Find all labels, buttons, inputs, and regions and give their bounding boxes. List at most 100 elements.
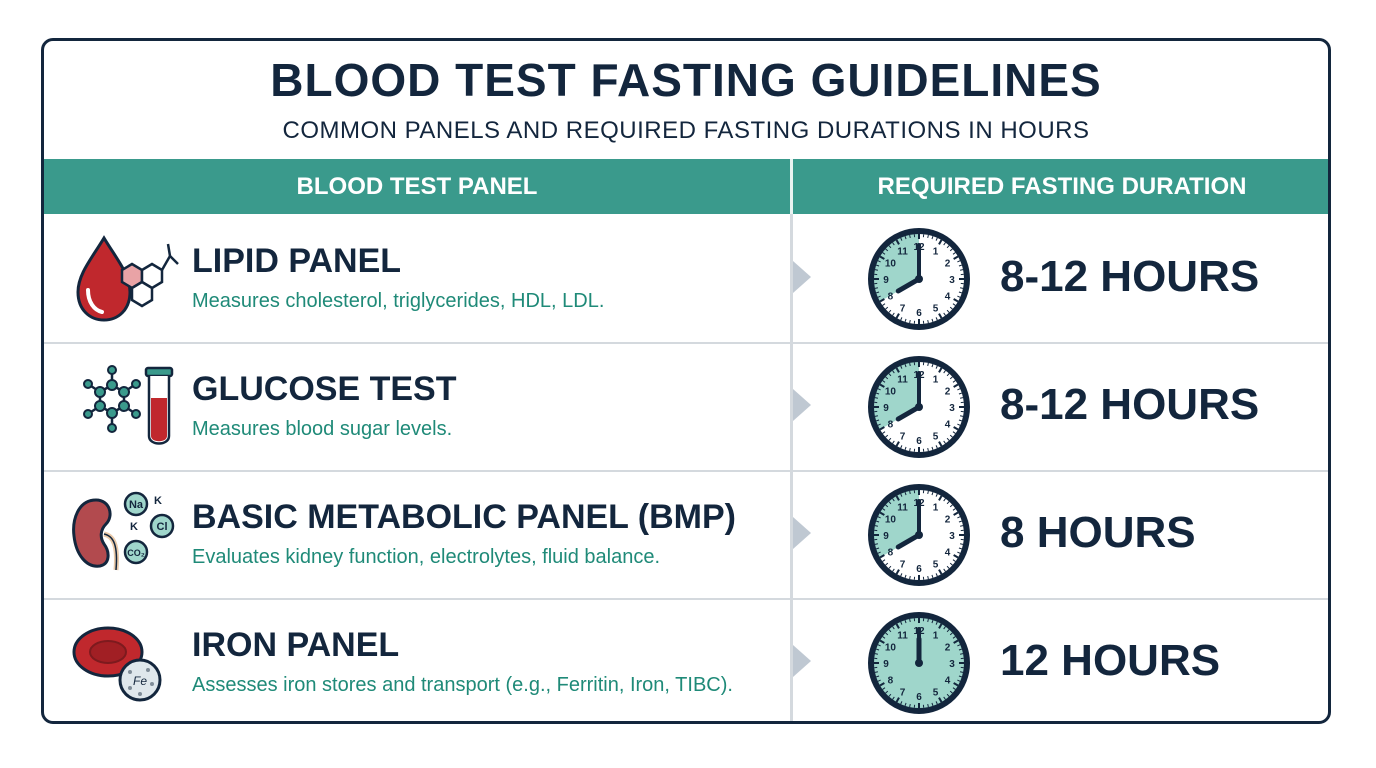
clock-tick bbox=[877, 551, 881, 554]
clock-number: 11 bbox=[897, 246, 908, 257]
panel-description: Measures blood sugar levels. bbox=[192, 418, 453, 440]
clock-tick bbox=[888, 501, 892, 505]
clock-tick bbox=[943, 696, 946, 700]
clock-tick bbox=[900, 621, 903, 625]
clock-tick bbox=[904, 236, 907, 240]
table-row: Fe IRON PANEL Assesses iron stores and t… bbox=[44, 598, 1328, 721]
clock-tick bbox=[959, 653, 964, 655]
clock-tick bbox=[876, 648, 880, 651]
clock-number: 7 bbox=[900, 688, 906, 699]
clock-number: 9 bbox=[883, 403, 889, 414]
clock-hub bbox=[915, 403, 923, 411]
clock-tick bbox=[952, 380, 956, 383]
clock-tick bbox=[958, 547, 962, 550]
clock-tick bbox=[957, 551, 961, 554]
clock-tick bbox=[888, 693, 892, 697]
clock-tick bbox=[882, 687, 886, 690]
clock-tick bbox=[938, 623, 943, 629]
clock-tick bbox=[931, 702, 934, 706]
clock-tick bbox=[927, 575, 929, 580]
clock-number: 1 bbox=[933, 374, 939, 385]
clock-tick bbox=[888, 245, 892, 249]
clock-tick bbox=[938, 367, 943, 373]
header-panel: BLOOD TEST PANEL bbox=[296, 173, 538, 200]
clock-tick bbox=[874, 415, 879, 417]
clock-tick bbox=[935, 701, 938, 705]
panel-name: BASIC METABOLIC PANEL (BMP) bbox=[192, 498, 736, 536]
clock-tick bbox=[943, 626, 946, 630]
clock-tick bbox=[949, 690, 953, 694]
clock-hour-hand bbox=[895, 532, 922, 550]
clock-number: 4 bbox=[945, 292, 951, 303]
clock-tick bbox=[877, 388, 881, 391]
fasting-duration: 8-12 HOURS bbox=[1000, 252, 1260, 301]
clock-tick bbox=[927, 234, 929, 239]
clock-tick bbox=[885, 306, 889, 310]
clock-tick bbox=[946, 501, 950, 505]
clock-tick bbox=[957, 516, 961, 519]
clock-tick bbox=[946, 629, 950, 633]
clock-number: 4 bbox=[945, 420, 951, 431]
clock-tick bbox=[879, 255, 885, 260]
clock-tick bbox=[958, 392, 962, 395]
clock-tick bbox=[900, 573, 903, 577]
clock-tick bbox=[931, 318, 934, 322]
header-duration: REQUIRED FASTING DURATION bbox=[877, 173, 1247, 200]
clock-tick bbox=[904, 364, 907, 368]
clock-tick bbox=[874, 543, 879, 545]
clock-tick bbox=[959, 671, 964, 673]
clock-tick bbox=[909, 703, 911, 708]
clock-tick bbox=[949, 504, 953, 508]
clock-tick bbox=[892, 440, 895, 444]
clock-tick bbox=[949, 434, 953, 438]
clock-tick bbox=[877, 295, 881, 298]
clock-number: 6 bbox=[916, 692, 922, 703]
clock-tick bbox=[949, 306, 953, 310]
panel-description: Assesses iron stores and transport (e.g.… bbox=[192, 674, 733, 696]
clock-tick bbox=[952, 508, 956, 511]
clock-tick bbox=[931, 492, 934, 496]
clock-number: 1 bbox=[933, 630, 939, 641]
clock-tick bbox=[876, 392, 880, 395]
clock-tick bbox=[874, 397, 879, 399]
clock-tick bbox=[879, 426, 885, 431]
clock-tick bbox=[946, 245, 950, 249]
clock-tick bbox=[900, 493, 903, 497]
clock-number: 10 bbox=[885, 387, 897, 398]
clock-tick bbox=[943, 498, 946, 502]
clock-number: 2 bbox=[945, 387, 951, 398]
clock-tick bbox=[943, 440, 946, 444]
clock-number: 8 bbox=[888, 420, 894, 431]
table-row: GLUCOSE TEST Measures blood sugar levels… bbox=[44, 342, 1328, 470]
clock-tick bbox=[931, 236, 934, 240]
clock-number: 6 bbox=[916, 436, 922, 447]
molecule-test-tube-icon bbox=[70, 362, 180, 452]
clock-tick bbox=[909, 234, 911, 239]
blood-drop-molecule-icon bbox=[70, 234, 180, 324]
fasting-duration: 12 HOURS bbox=[1000, 636, 1221, 685]
clock-tick bbox=[957, 679, 961, 682]
clock-number: 8 bbox=[888, 292, 894, 303]
clock-tick bbox=[938, 441, 943, 447]
clock-tick bbox=[885, 504, 889, 508]
clock-tick bbox=[931, 364, 934, 368]
clock-number: 3 bbox=[949, 659, 955, 670]
clock-number: 10 bbox=[885, 643, 897, 654]
clock-tick bbox=[909, 575, 911, 580]
clock-number: 10 bbox=[885, 259, 897, 270]
clock-hour-hand bbox=[895, 404, 922, 422]
clock-tick bbox=[874, 671, 879, 673]
clock-tick bbox=[876, 520, 880, 523]
clock-tick bbox=[879, 554, 885, 559]
clock-tick bbox=[938, 239, 943, 245]
clock-number: 5 bbox=[933, 688, 939, 699]
panel-name: IRON PANEL bbox=[192, 626, 400, 664]
clock-tick bbox=[927, 362, 929, 367]
clock-tick bbox=[949, 562, 953, 566]
clock-tick bbox=[958, 648, 962, 651]
clock-tick bbox=[888, 309, 892, 313]
clock-tick bbox=[927, 447, 929, 452]
clock-tick bbox=[885, 376, 889, 380]
clock-number: 3 bbox=[949, 531, 955, 542]
clock-tick bbox=[949, 632, 953, 636]
